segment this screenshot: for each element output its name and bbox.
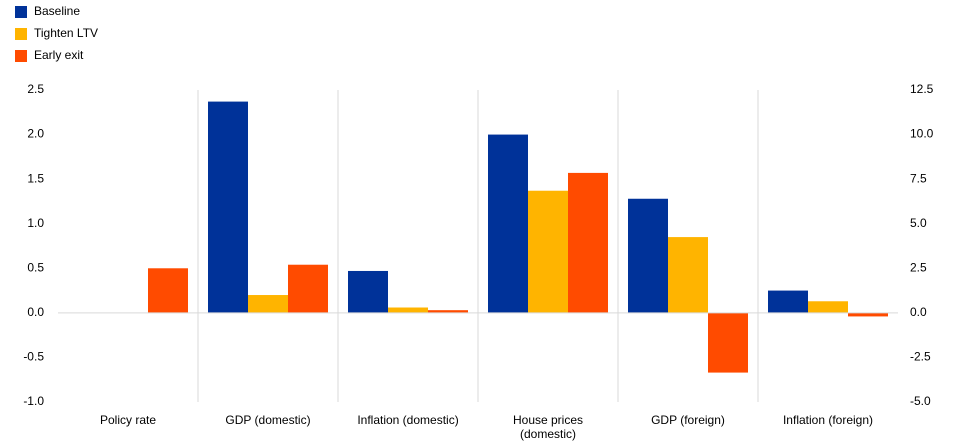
bar <box>348 270 388 313</box>
x-tick-label: Policy rate <box>99 413 157 427</box>
x-tick-label: Inflation (domestic) <box>357 413 459 427</box>
bar <box>768 290 808 313</box>
bar <box>708 312 748 373</box>
y-tick-label: 1.5 <box>27 171 44 185</box>
legend-label: Early exit <box>34 48 84 62</box>
y-tick-label: -0.5 <box>23 350 44 364</box>
y2-tick-label: 7.5 <box>910 171 927 185</box>
x-tick-label: House prices (domestic) <box>512 413 584 441</box>
legend-label: Tighten LTV <box>34 26 98 40</box>
bar <box>288 264 328 313</box>
legend-swatch <box>15 50 27 62</box>
x-tick-label: GDP (foreign) <box>651 413 725 427</box>
bar <box>148 268 188 313</box>
y2-tick-label: 2.5 <box>910 260 927 274</box>
y-tick-label: 0.5 <box>27 260 44 274</box>
y-tick-label: 2.0 <box>27 127 44 141</box>
bar <box>428 310 468 313</box>
x-tick-label: GDP (domestic) <box>225 413 311 427</box>
x-tick-label: Inflation (foreign) <box>782 413 874 427</box>
bar <box>668 237 708 313</box>
y2-tick-label: 10.0 <box>910 127 934 141</box>
bar <box>488 134 528 313</box>
y-tick-label: 1.0 <box>27 216 44 230</box>
bar <box>568 172 608 313</box>
bar <box>808 301 848 313</box>
y2-tick-label: 12.5 <box>910 82 934 96</box>
legend-label: Baseline <box>34 4 80 18</box>
bar <box>848 312 888 317</box>
y-tick-label: 0.0 <box>27 305 44 319</box>
y2-tick-label: -5.0 <box>910 394 931 408</box>
bar <box>388 307 428 313</box>
bar <box>528 190 568 313</box>
y2-tick-label: 5.0 <box>910 216 927 230</box>
legend-swatch <box>15 28 27 40</box>
legend-swatch <box>15 6 27 18</box>
y2-tick-label: 0.0 <box>910 305 927 319</box>
y-tick-label: -1.0 <box>23 394 44 408</box>
bar <box>208 101 248 313</box>
y-tick-label: 2.5 <box>27 82 44 96</box>
y2-tick-label: -2.5 <box>910 350 931 364</box>
bar <box>628 198 668 313</box>
bar <box>248 295 288 313</box>
